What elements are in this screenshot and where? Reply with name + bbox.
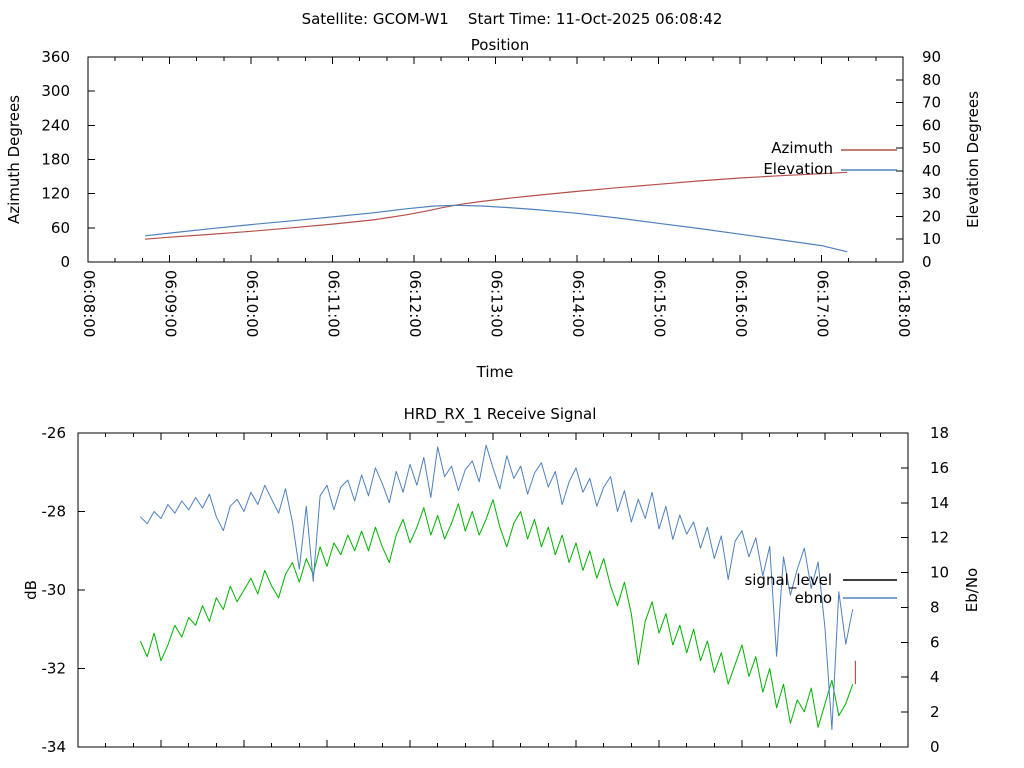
y-right-tick-label: 0 bbox=[930, 738, 940, 756]
y-right-tick-label: 40 bbox=[922, 162, 941, 180]
x-axis-label: Time bbox=[476, 363, 514, 381]
y-right-tick-label: 80 bbox=[922, 71, 941, 89]
y-right-ticks: 0 10 20 30 40 50 60 70 80 90 bbox=[896, 48, 941, 271]
y-left-tick-label: 0 bbox=[60, 253, 70, 271]
y-right-tick-label: 6 bbox=[930, 633, 940, 651]
x-tick-label: 06:18:00 bbox=[895, 270, 913, 337]
y-left-tick-label: 60 bbox=[51, 219, 70, 237]
y-right-axis-label: Eb/No bbox=[963, 568, 981, 612]
x-tick-label: 06:15:00 bbox=[651, 270, 669, 337]
y-left-axis-label: dB bbox=[22, 580, 40, 600]
legend-label: Azimuth bbox=[771, 139, 833, 157]
x-tick-label: 06:17:00 bbox=[814, 270, 832, 337]
x-tick-label: 06:10:00 bbox=[243, 270, 261, 337]
x-tick-label: 06:12:00 bbox=[406, 270, 424, 337]
y-left-tick-label: -26 bbox=[42, 424, 67, 442]
x-tick-label: 06:08:00 bbox=[80, 270, 98, 337]
y-left-tick-label: 120 bbox=[41, 185, 70, 203]
receive-signal-chart: -26 -28 -30 -32 -34 0 2 4 6 8 10 12 14 16 18 signal_lev… bbox=[22, 405, 981, 756]
y-right-ticks: 0 2 4 6 8 10 12 14 16 18 bbox=[901, 424, 949, 756]
y-right-tick-label: 18 bbox=[930, 424, 949, 442]
x-tick-label: 06:11:00 bbox=[325, 270, 343, 337]
y-left-tick-label: 360 bbox=[41, 48, 70, 66]
y-right-tick-label: 20 bbox=[922, 207, 941, 225]
y-right-tick-label: 10 bbox=[930, 564, 949, 582]
y-right-tick-label: 10 bbox=[922, 230, 941, 248]
legend-label: signal_level bbox=[744, 571, 832, 590]
series-signal_level-line bbox=[139, 499, 854, 728]
y-left-tick-label: -28 bbox=[42, 503, 67, 521]
y-right-tick-label: 70 bbox=[922, 94, 941, 112]
legend: Azimuth Elevation bbox=[763, 139, 897, 178]
y-left-tick-label: -34 bbox=[42, 738, 67, 756]
y-left-tick-label: 180 bbox=[41, 151, 70, 169]
y-left-tick-label: 240 bbox=[41, 116, 70, 134]
y-right-tick-label: 50 bbox=[922, 139, 941, 157]
chart-title: HRD_RX_1 Receive Signal bbox=[404, 405, 597, 424]
series-Azimuth-line bbox=[145, 171, 848, 240]
y-right-tick-label: 90 bbox=[922, 48, 941, 66]
x-ticks bbox=[77, 433, 909, 747]
series-Elevation-line bbox=[145, 204, 848, 253]
x-tick-label: 06:13:00 bbox=[488, 270, 506, 337]
legend-label: ebno bbox=[795, 589, 832, 607]
y-left-axis-label: Azimuth Degrees bbox=[5, 95, 23, 224]
y-right-tick-label: 60 bbox=[922, 116, 941, 134]
y-left-ticks: -26 -28 -30 -32 -34 bbox=[42, 424, 85, 756]
y-left-tick-label: -30 bbox=[42, 581, 67, 599]
plot-border bbox=[77, 432, 909, 748]
y-right-tick-label: 0 bbox=[922, 253, 932, 271]
x-tick-label: 06:09:00 bbox=[162, 270, 180, 337]
y-right-tick-label: 16 bbox=[930, 459, 949, 477]
y-right-tick-label: 2 bbox=[930, 703, 940, 721]
y-left-tick-label: 300 bbox=[41, 82, 70, 100]
x-tick-label: 06:16:00 bbox=[732, 270, 750, 337]
y-left-ticks: 0 60 120 180 240 300 360 bbox=[41, 48, 95, 271]
series-ebno-line bbox=[139, 444, 854, 731]
y-right-tick-label: 12 bbox=[930, 529, 949, 547]
x-ticks bbox=[87, 57, 904, 262]
y-right-tick-label: 4 bbox=[930, 668, 940, 686]
y-right-tick-label: 8 bbox=[930, 598, 940, 616]
y-left-tick-label: -32 bbox=[42, 660, 67, 678]
x-tick-labels: 06:08:00 06:09:00 06:10:00 06:11:00 06:12:00… bbox=[80, 270, 913, 337]
chart-title: Position bbox=[471, 36, 529, 54]
legend-label: Elevation bbox=[763, 160, 833, 178]
y-right-axis-label: Elevation Degrees bbox=[964, 91, 982, 228]
x-tick-label: 06:14:00 bbox=[569, 270, 587, 337]
position-chart: 06:08:00 06:09:00 06:10:00 06:11:00 06:12:00… bbox=[5, 36, 982, 381]
y-right-tick-label: 14 bbox=[930, 494, 949, 512]
y-right-tick-label: 30 bbox=[922, 185, 941, 203]
page-title: Satellite: GCOM-W1 Start Time: 11-Oct-20… bbox=[301, 10, 723, 28]
